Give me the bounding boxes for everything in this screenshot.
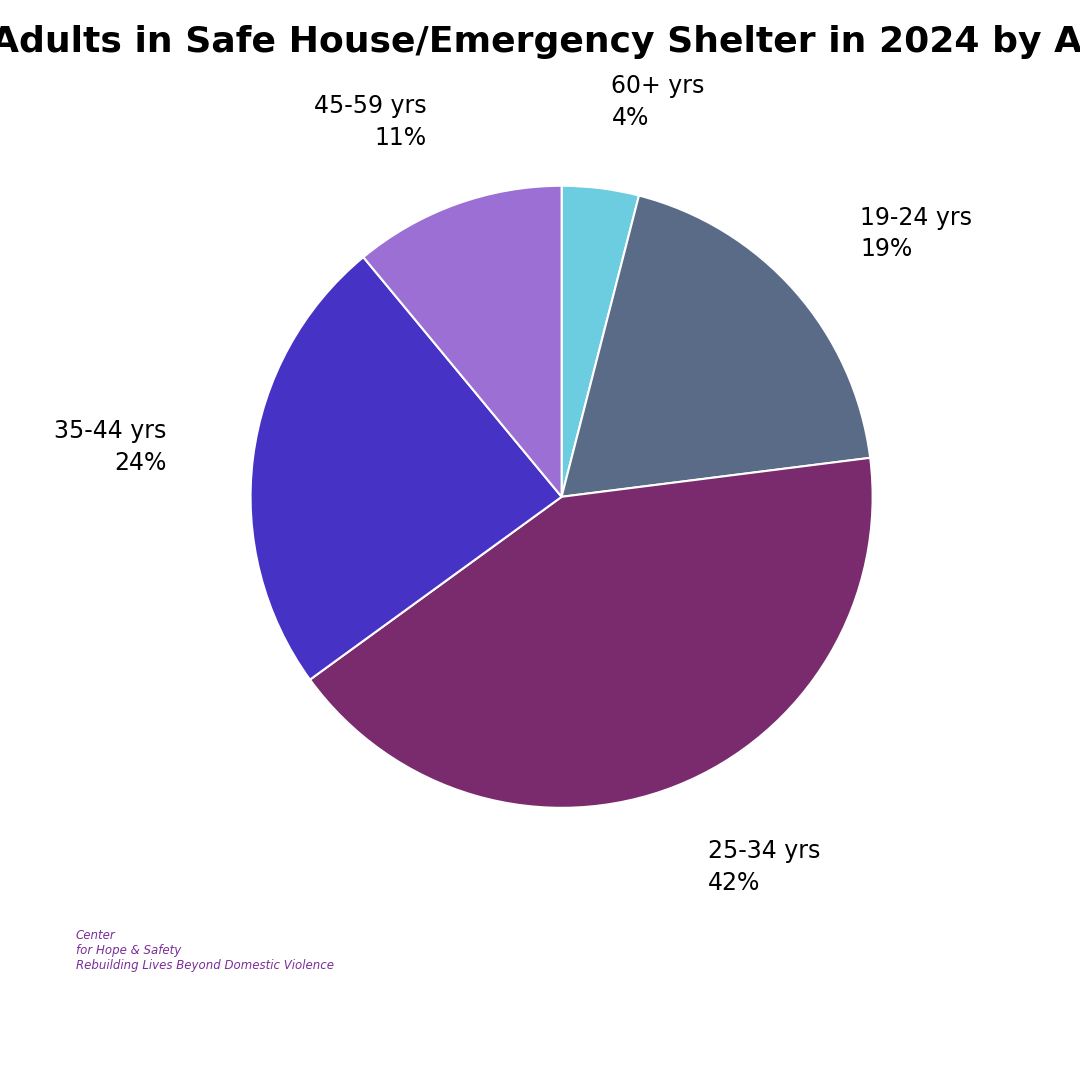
Text: 60+ yrs
4%: 60+ yrs 4%: [611, 75, 705, 130]
Wedge shape: [363, 186, 562, 497]
Text: 25-34 yrs
42%: 25-34 yrs 42%: [708, 839, 821, 894]
Wedge shape: [562, 186, 639, 497]
Wedge shape: [310, 458, 873, 808]
Wedge shape: [251, 257, 562, 679]
Wedge shape: [562, 195, 870, 497]
Text: 45-59 yrs
11%: 45-59 yrs 11%: [314, 94, 427, 150]
Text: 35-44 yrs
24%: 35-44 yrs 24%: [54, 419, 166, 475]
Title: Adults in Safe House/Emergency Shelter in 2024 by Age: Adults in Safe House/Emergency Shelter i…: [0, 26, 1080, 59]
Text: Center
for Hope & Safety
Rebuilding Lives Beyond Domestic Violence: Center for Hope & Safety Rebuilding Live…: [76, 929, 334, 972]
Text: 19-24 yrs
19%: 19-24 yrs 19%: [861, 205, 972, 261]
